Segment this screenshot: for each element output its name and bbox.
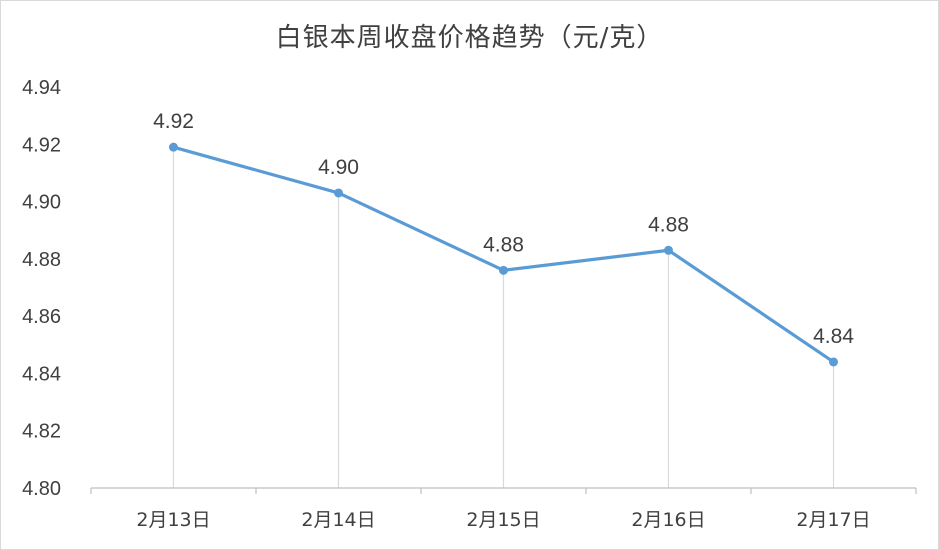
y-tick-label: 4.84 [22,363,61,385]
data-label: 4.84 [813,325,854,348]
x-axis-tick-labels: 2月13日 2月14日 2月15日 2月16日 2月17日 [136,509,870,531]
y-tick-label: 4.80 [22,478,61,500]
x-axis [90,487,917,494]
y-tick-label: 4.88 [22,249,61,271]
x-tick-label: 2月14日 [301,509,375,531]
data-label: 4.88 [483,233,524,256]
data-label: 4.88 [648,213,689,236]
data-point [334,188,343,198]
y-axis-tick-labels: 4.80 4.82 4.84 4.86 4.88 4.90 4.92 4.94 [22,77,61,500]
data-markers [169,142,838,367]
data-label: 4.92 [153,110,194,133]
data-point [829,357,838,367]
data-point [169,142,178,152]
data-labels: 4.92 4.90 4.88 4.88 4.84 [153,110,854,348]
x-tick-label: 2月17日 [796,509,870,531]
x-tick-label: 2月15日 [466,509,540,531]
data-point [499,265,508,275]
y-tick-label: 4.86 [22,306,61,328]
data-label: 4.90 [318,156,359,179]
y-tick-label: 4.90 [22,192,61,214]
y-tick-label: 4.92 [22,134,61,156]
chart-title: 白银本周收盘价格趋势（元/克） [275,23,664,53]
drop-lines [172,147,835,488]
y-tick-label: 4.94 [22,77,61,99]
x-tick-label: 2月13日 [136,509,210,531]
x-tick-label: 2月16日 [631,509,705,531]
data-point [664,245,673,255]
y-tick-label: 4.82 [22,421,61,443]
